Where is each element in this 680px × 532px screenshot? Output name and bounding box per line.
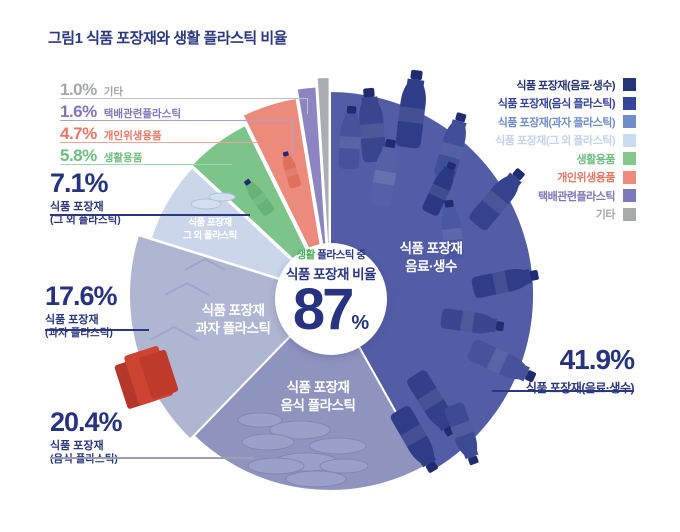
legend-swatch (623, 170, 636, 184)
texture-line (164, 281, 210, 296)
callout-household: 5.8% 생활용품 (60, 146, 143, 165)
leader-line-delivery (60, 120, 293, 121)
pie-slice-7 (315, 75, 331, 283)
callout-etc: 1.0% 기타 (60, 80, 124, 99)
legend-item-beverage: 식품 포장재(음료·생수) (495, 78, 636, 92)
legend-item-other-plastic: 식품 포장재(그 외 플라스틱) (495, 133, 636, 147)
center-line2: 식품 포장재 비율 (286, 267, 376, 282)
leader-line-etc (60, 98, 308, 99)
leader-line-other-plastic (50, 214, 250, 216)
container-illustration (269, 420, 331, 440)
center-annotation: 생활 플라스틱 중 식품 포장재 비율 87% (251, 247, 411, 339)
texture-line (184, 257, 226, 271)
pie-decoration-group (149, 68, 541, 488)
container-illustration (309, 437, 367, 455)
legend-swatch (623, 96, 636, 110)
legend-item-delivery: 택배관련플라스틱 (495, 189, 636, 203)
leader-line-delivery-drop (292, 120, 293, 155)
callout-other-plastic: 7.1% 식품 포장재 (그 외 플라스틱) (50, 168, 121, 227)
callout-snack-plastic: 17.6% 식품 포장재 (과자 플라스틱) (45, 281, 118, 340)
pie-label-food: 식품 포장재 음식 플라스틱 (280, 380, 356, 413)
legend-item-household: 생활용품 (495, 152, 636, 166)
container-illustration (237, 412, 283, 428)
center-value: 87% (292, 277, 370, 342)
pie-slice-3 (149, 165, 329, 295)
leader-line-food-plastic (50, 457, 254, 459)
leader-line-etc-drop (307, 98, 308, 114)
leader-line-hygiene (60, 142, 258, 143)
container-illustration (247, 457, 305, 475)
legend-item-etc: 기타 (495, 207, 636, 221)
callout-food-plastic: 20.4% 식품 포장재 (음식 플라스틱) (50, 407, 123, 466)
legend-item-hygiene: 개인위생용품 (495, 170, 636, 184)
leader-line-snack-plastic (45, 329, 149, 331)
texture-line (149, 325, 199, 341)
container-illustration (241, 433, 295, 451)
callout-hygiene: 4.7% 개인위생용품 (60, 124, 162, 143)
leader-line-household (60, 164, 232, 165)
legend-item-food-plastic: 식품 포장재(음식 플라스틱) (495, 96, 636, 110)
container-illustration (208, 192, 236, 202)
container-illustration (190, 198, 222, 210)
callout-beverage: 41.9% 식품 포장재(음료·생수) (525, 344, 635, 396)
pie-label-beverage: 식품 포장재 음료·생수 (399, 241, 463, 274)
legend-item-snack-plastic: 식품 포장재(과자 플라스틱) (495, 115, 636, 129)
legend-swatch (623, 152, 636, 165)
legend-swatch (623, 78, 636, 91)
center-circle (275, 243, 387, 355)
pie-label-snack: 식품 포장재 과자 플라스틱 (195, 303, 271, 336)
callout-delivery: 1.6% 택배관련플라스틱 (60, 102, 182, 121)
page-title: 그림1 식품 포장재와 생활 플라스틱 비율 (48, 30, 287, 47)
leader-line-beverage (492, 390, 634, 392)
legend-swatch (623, 207, 636, 221)
pie-slice-5 (241, 96, 329, 288)
container-illustration (285, 470, 347, 488)
center-line1: 생활 플라스틱 중 (296, 249, 366, 261)
legend-swatch (623, 115, 636, 128)
snack-packages-illustration (114, 346, 179, 409)
legend-swatch (623, 133, 636, 147)
pie-label-other-plastic: 식품 포장재 그 외 플라스틱 (183, 217, 237, 241)
legend: 식품 포장재(음료·생수) 식품 포장재(음식 플라스틱) 식품 포장재(과자 … (495, 78, 636, 226)
legend-swatch (623, 189, 636, 202)
container-illustration (319, 458, 369, 474)
